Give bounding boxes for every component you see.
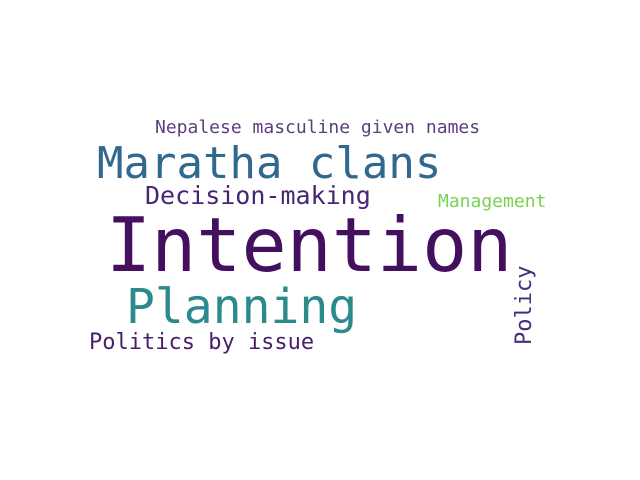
word-intention: Intention xyxy=(106,201,513,289)
word-planning: Planning xyxy=(126,279,358,335)
word-nepalese-masculine-given-names: Nepalese masculine given names xyxy=(155,117,481,138)
word-maratha-clans: Maratha clans xyxy=(97,138,442,189)
word-decision-making: Decision-making xyxy=(145,181,371,210)
word-policy: Policy xyxy=(512,265,537,345)
word-politics-by-issue: Politics by issue xyxy=(89,330,315,355)
word-management: Management xyxy=(438,191,547,212)
